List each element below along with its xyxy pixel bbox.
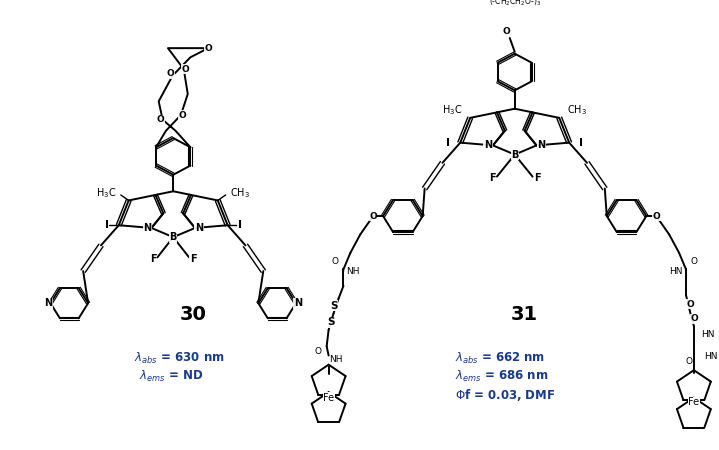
Text: Fe: Fe xyxy=(323,393,334,403)
Text: N: N xyxy=(45,298,52,308)
Text: O: O xyxy=(691,257,698,266)
Text: O: O xyxy=(685,356,692,365)
Text: HN: HN xyxy=(704,352,718,361)
Text: F: F xyxy=(150,254,157,264)
Text: I: I xyxy=(105,220,109,230)
Text: HN: HN xyxy=(701,330,714,339)
Text: H$_3$C: H$_3$C xyxy=(442,104,462,117)
Text: (-CH$_2$CH$_2$O-)$_3$: (-CH$_2$CH$_2$O-)$_3$ xyxy=(489,0,541,8)
Text: $\lambda_{ems}$ = 686 nm: $\lambda_{ems}$ = 686 nm xyxy=(455,369,549,384)
Text: F: F xyxy=(489,173,495,184)
Text: O: O xyxy=(652,212,660,220)
Text: NH: NH xyxy=(347,266,360,275)
Text: O: O xyxy=(157,115,165,124)
Text: O: O xyxy=(315,347,321,356)
Text: S: S xyxy=(327,317,334,328)
Text: 31: 31 xyxy=(511,305,539,324)
Text: I: I xyxy=(579,138,583,148)
Text: I: I xyxy=(446,138,450,148)
Text: $\lambda_{abs}$ = 630 nm: $\lambda_{abs}$ = 630 nm xyxy=(134,351,224,366)
Text: N: N xyxy=(484,140,492,150)
Text: O: O xyxy=(182,65,190,74)
Text: N: N xyxy=(195,223,203,233)
Text: O: O xyxy=(503,27,510,36)
Text: I: I xyxy=(237,220,242,230)
Text: O: O xyxy=(370,212,377,220)
Text: $\lambda_{ems}$ = ND: $\lambda_{ems}$ = ND xyxy=(139,369,203,384)
Text: O: O xyxy=(167,69,175,78)
Text: F: F xyxy=(534,173,541,184)
Text: Fe: Fe xyxy=(688,397,700,407)
Text: O: O xyxy=(690,314,697,323)
Text: B: B xyxy=(170,232,177,242)
Text: F: F xyxy=(190,254,196,264)
Text: HN: HN xyxy=(669,266,683,275)
Text: O: O xyxy=(331,257,339,266)
Text: N: N xyxy=(537,140,546,150)
Text: O: O xyxy=(686,300,694,309)
Text: H$_3$C: H$_3$C xyxy=(96,186,116,200)
Text: CH$_3$: CH$_3$ xyxy=(567,104,587,117)
Text: CH$_3$: CH$_3$ xyxy=(229,186,249,200)
Text: 30: 30 xyxy=(180,305,206,324)
Text: S: S xyxy=(330,301,337,311)
Text: O: O xyxy=(179,111,187,120)
Text: $\lambda_{abs}$ = 662 nm: $\lambda_{abs}$ = 662 nm xyxy=(455,351,546,366)
Text: O: O xyxy=(204,44,212,53)
Text: N: N xyxy=(143,223,152,233)
Text: NH: NH xyxy=(329,355,342,364)
Text: N: N xyxy=(294,298,302,308)
Text: B: B xyxy=(511,149,518,160)
Text: $\Phi$f = 0.03, DMF: $\Phi$f = 0.03, DMF xyxy=(455,387,556,403)
